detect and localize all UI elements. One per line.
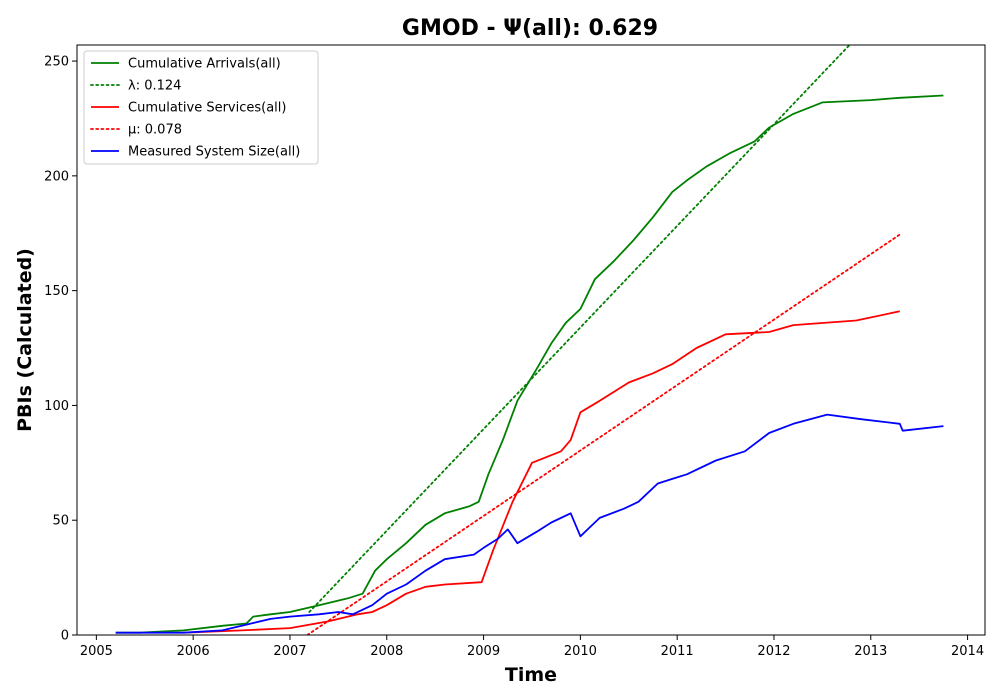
legend-label-1: Cumulative Arrivals(all) — [128, 57, 281, 72]
x-tick-label-2014: 2014 — [951, 644, 984, 659]
x-tick-label-2007: 2007 — [273, 644, 306, 659]
y-axis: 0 50 100 150 200 250 — [44, 55, 77, 644]
series-line-1 — [115, 94, 944, 634]
legend-label-5: Measured System Size(all) — [128, 145, 300, 160]
y-tick-label-250: 250 — [44, 55, 69, 70]
x-tick-label-2006: 2006 — [177, 644, 210, 659]
x-axis: 2005 2006 2007 2008 2009 2010 2011 2012 2013 2014 — [80, 635, 984, 659]
y-tick-label-200: 200 — [44, 169, 69, 184]
series-line-3 — [183, 310, 900, 634]
y-tick-label-50: 50 — [52, 514, 69, 529]
series-layer — [115, 45, 944, 635]
series-line-4 — [306, 232, 903, 635]
legend-label-4: μ: 0.078 — [128, 123, 182, 138]
legend: Cumulative Arrivals(all) λ: 0.124 Cumulati… — [83, 50, 319, 165]
x-tick-label-2011: 2011 — [661, 644, 694, 659]
series-line-5 — [115, 413, 944, 634]
y-tick-label-100: 100 — [44, 399, 69, 414]
series-line-2 — [308, 45, 851, 613]
x-tick-label-2010: 2010 — [564, 644, 597, 659]
x-axis-label: Time — [505, 664, 557, 686]
x-tick-label-2005: 2005 — [80, 644, 113, 659]
y-tick-label-0: 0 — [61, 629, 69, 644]
x-tick-label-2012: 2012 — [757, 644, 790, 659]
x-tick-label-2008: 2008 — [370, 644, 403, 659]
axes-frame — [76, 44, 986, 636]
legend-frame — [83, 50, 319, 165]
y-tick-label-150: 150 — [44, 284, 69, 299]
y-axis-label: PBIs (Calculated) — [14, 248, 36, 432]
legend-label-2: λ: 0.124 — [128, 79, 181, 94]
legend-label-3: Cumulative Services(all) — [128, 101, 286, 116]
chart-title: GMOD - Ψ(all): 0.629 — [402, 16, 658, 41]
x-tick-label-2009: 2009 — [467, 644, 500, 659]
x-tick-label-2013: 2013 — [854, 644, 887, 659]
